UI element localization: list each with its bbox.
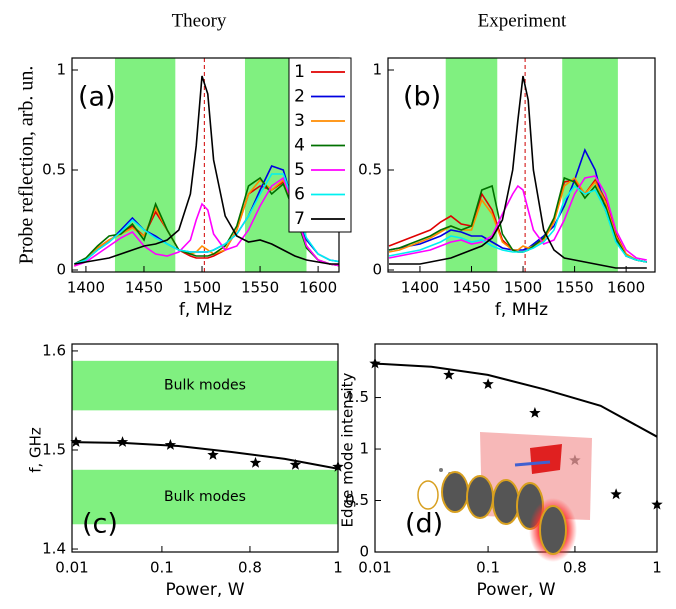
band xyxy=(72,469,338,525)
series-line xyxy=(388,176,647,263)
y-tick-label: 1.4 xyxy=(42,540,66,558)
x-tick-label: 0.1 xyxy=(476,559,500,577)
y-axis-label: Edge mode intensity xyxy=(339,372,357,527)
inset-field-box xyxy=(530,444,562,474)
y-tick-label: 0 xyxy=(359,543,369,561)
x-axis-label: Power, W xyxy=(476,580,555,600)
star-point xyxy=(289,458,302,470)
x-tick-label: 1 xyxy=(652,559,662,577)
x-tick-label: 0.8 xyxy=(563,559,587,577)
panel: Bulk modes Bulk modes 0.01 0.1 0.8 1 1.4 1.5 1.6… xyxy=(27,341,344,600)
frame xyxy=(374,343,658,553)
band-label: Bulk modes xyxy=(164,378,246,394)
series-line xyxy=(388,184,647,263)
inset-disk xyxy=(466,475,494,519)
panel-annotation: (d) xyxy=(405,509,443,540)
y-tick-label: 0.5 xyxy=(345,491,369,509)
x-tick-label: 0.1 xyxy=(150,559,174,577)
x-tick-label: 1600 xyxy=(607,279,645,297)
plot-area xyxy=(375,362,657,438)
panel-annotation: (a) xyxy=(78,82,116,113)
x-tick-label: 1400 xyxy=(401,279,439,297)
panel-annotation: (c) xyxy=(82,509,118,540)
inset-disk xyxy=(441,471,469,513)
inset-disk xyxy=(492,479,520,525)
x-tick-label: 1 xyxy=(333,559,343,577)
x-axis-label: Power, W xyxy=(165,580,244,600)
x-tick-label: 1550 xyxy=(241,279,279,297)
x-tick-label: 1450 xyxy=(125,279,163,297)
series-line xyxy=(389,75,647,269)
y-tick-label: 1.5 xyxy=(42,440,66,458)
legend-label: 5 xyxy=(294,160,305,180)
fit-line xyxy=(72,441,338,470)
star-point xyxy=(610,488,622,500)
series-line xyxy=(388,175,647,261)
star-point xyxy=(116,436,129,447)
star-point xyxy=(443,368,455,380)
y-tick-label: 1 xyxy=(359,440,369,458)
panel: 0.01 0.1 0.8 1 0 0.5 1 1.5 Power, W Edge mode int… xyxy=(339,343,663,600)
panel: 1400 1450 1500 1550 1600 0 0.5 1 Theory f, MHz Pro… xyxy=(16,10,352,320)
x-tick-label: 1450 xyxy=(452,279,490,297)
y-axis-label: f, GHz xyxy=(27,427,45,473)
series-line xyxy=(388,147,647,263)
star-point xyxy=(207,448,219,460)
band xyxy=(72,360,338,411)
legend-label: 4 xyxy=(294,136,305,156)
y-tick-label: 0 xyxy=(56,261,66,279)
legend-label: 1 xyxy=(294,62,305,82)
fit-line xyxy=(375,362,657,438)
panel-title: Theory xyxy=(172,10,227,31)
band xyxy=(562,58,618,272)
inset-dot xyxy=(439,468,443,472)
star-point xyxy=(529,407,541,418)
y-axis-label: Probe reflection, arb. un. xyxy=(16,66,38,265)
legend-label: 6 xyxy=(294,185,305,205)
y-tick-label: 1.5 xyxy=(345,388,369,406)
plot-area xyxy=(72,360,338,525)
x-tick-label: 0.8 xyxy=(238,559,262,577)
inset-illustration xyxy=(417,432,592,562)
x-tick-label: 1400 xyxy=(67,279,105,297)
x-axis-label: f, MHz xyxy=(179,300,232,320)
x-tick-label: 0.01 xyxy=(358,559,391,577)
x-tick-label: 0.01 xyxy=(55,559,88,577)
legend: 1 2 3 4 5 6 7 xyxy=(288,57,352,233)
legend-label: 3 xyxy=(294,111,305,131)
x-tick-label: 1550 xyxy=(555,279,593,297)
y-tick-label: 0.5 xyxy=(358,161,382,179)
legend-label: 7 xyxy=(294,209,305,229)
series-line xyxy=(74,75,339,265)
y-tick-label: 0 xyxy=(372,261,382,279)
star-point xyxy=(70,436,82,447)
star-point xyxy=(164,439,177,450)
plot-area xyxy=(388,58,647,272)
y-tick-label: 1 xyxy=(56,61,66,79)
panel: 1400 1450 1500 1550 1600 0 0.5 1 Experiment f, MH… xyxy=(358,10,656,320)
band-label: Bulk modes xyxy=(164,489,246,505)
y-tick-label: 1.6 xyxy=(42,341,66,359)
star-point xyxy=(482,378,494,389)
x-tick-label: 1500 xyxy=(504,279,542,297)
star-point xyxy=(249,456,262,468)
frame xyxy=(387,57,656,273)
legend-label: 2 xyxy=(294,87,305,107)
y-tick-label: 1 xyxy=(372,61,382,79)
frame xyxy=(71,343,339,553)
inset-arrow xyxy=(514,460,551,467)
inset-disk xyxy=(539,505,567,555)
inset-ring xyxy=(417,480,439,510)
panel-annotation: (b) xyxy=(403,82,441,113)
x-tick-label: 1500 xyxy=(183,279,221,297)
y-tick-label: 0.5 xyxy=(42,161,66,179)
x-axis-label: f, MHz xyxy=(495,300,548,320)
x-tick-label: 1600 xyxy=(299,279,337,297)
panel-title: Experiment xyxy=(478,10,567,31)
